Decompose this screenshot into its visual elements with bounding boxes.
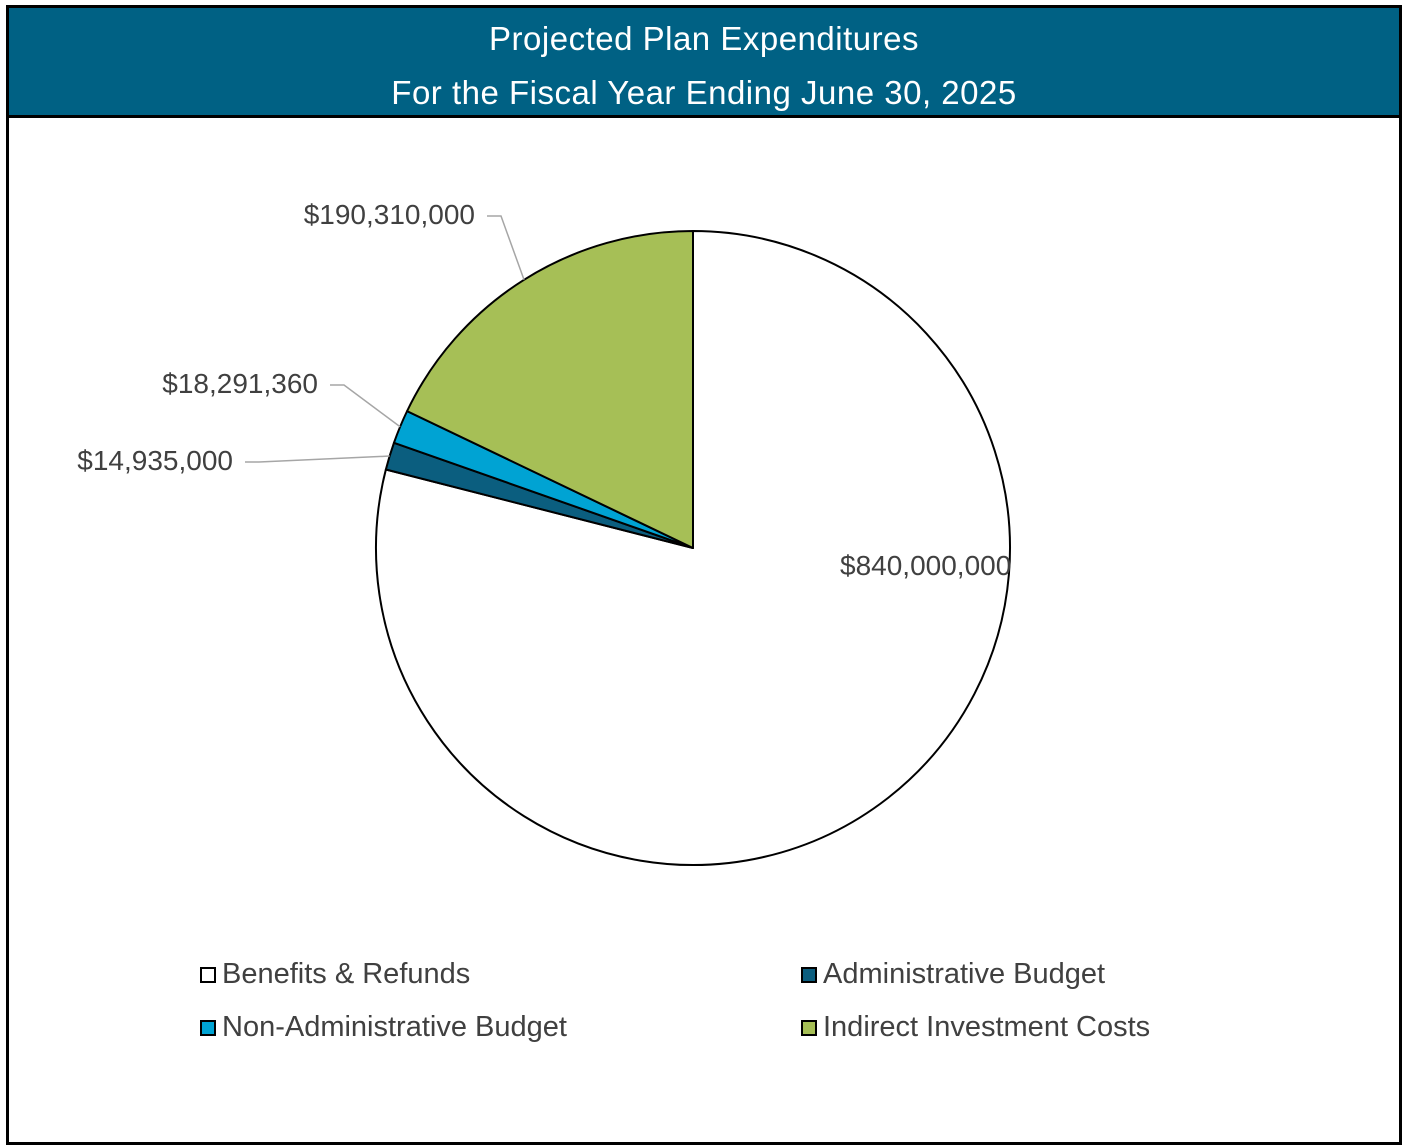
legend-swatch-benefits [200, 966, 216, 983]
legend-label-benefits: Benefits & Refunds [222, 958, 471, 990]
data-label-benefits-and-refunds: $840,000,000 [840, 550, 1011, 581]
legend-label-indirect: Indirect Investment Costs [823, 1011, 1151, 1043]
legend-item-non-administrative: Non-Administrative Budget [200, 1011, 567, 1044]
chart-frame: Projected Plan Expenditures For the Fisc… [6, 5, 1402, 1145]
legend-label-non-administrative: Non-Administrative Budget [222, 1011, 567, 1043]
legend-item-indirect: Indirect Investment Costs [801, 1011, 1150, 1044]
data-label-non-administrative-budget: $18,291,360 [162, 368, 318, 399]
chart-header: Projected Plan Expenditures For the Fisc… [9, 8, 1399, 118]
data-label-administrative-budget: $14,935,000 [77, 445, 233, 476]
legend-label-administrative: Administrative Budget [823, 958, 1106, 990]
legend-swatch-indirect [801, 1019, 817, 1036]
legend-swatch-non-administrative [200, 1019, 216, 1036]
leader-line-administrative-budget [245, 455, 390, 463]
legend-item-administrative: Administrative Budget [801, 958, 1105, 991]
leader-line-non-administrative-budget [330, 384, 401, 428]
pie-slice-indirect-investment-costs [406, 230, 694, 549]
chart-title-line2: For the Fiscal Year Ending June 30, 2025 [391, 74, 1017, 111]
data-label-indirect-investment-costs: $190,310,000 [304, 199, 475, 230]
leader-line-indirect-investment-costs [487, 215, 525, 281]
chart-title-line1: Projected Plan Expenditures [489, 20, 919, 57]
legend-swatch-administrative [801, 966, 817, 983]
legend-item-benefits: Benefits & Refunds [200, 958, 470, 991]
